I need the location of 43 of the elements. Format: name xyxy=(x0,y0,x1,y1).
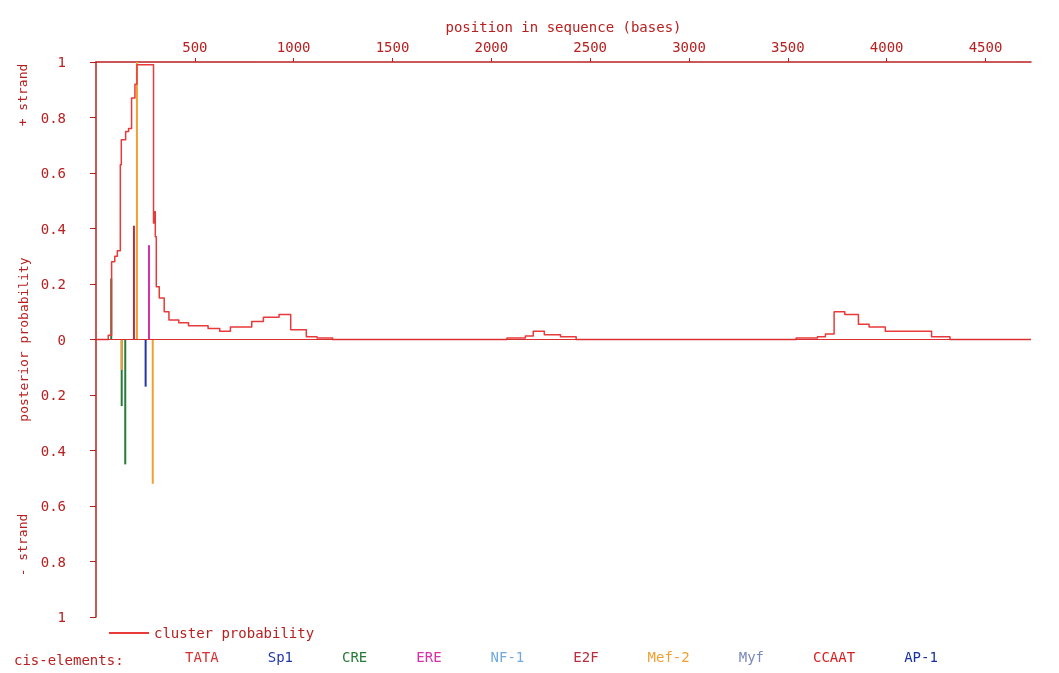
bar xyxy=(144,339,147,387)
bar xyxy=(132,225,135,340)
bar xyxy=(151,339,154,484)
x-axis-title: position in sequence (bases) xyxy=(445,19,682,35)
text: Mef-2 xyxy=(647,649,690,665)
legend-label: Myf xyxy=(738,649,765,665)
y-tick-label: 0.6 xyxy=(40,498,66,514)
x-tick-label: 2000 xyxy=(474,39,509,55)
y-tick-label: 0.6 xyxy=(40,165,66,181)
y-tick-label: 1 xyxy=(57,54,66,70)
y-axis-title: posterior probability xyxy=(15,257,31,422)
y-tick-label: 0.4 xyxy=(40,442,66,459)
legend-label: CCAAT xyxy=(813,649,856,665)
x-tick-label: 1000 xyxy=(276,39,311,55)
bar xyxy=(120,339,123,371)
x-tick-label: 4000 xyxy=(869,39,904,55)
y-tick-label: 0.4 xyxy=(40,220,66,237)
legend-label: cluster probability xyxy=(154,625,315,641)
bar xyxy=(135,62,138,340)
x-tick-label: 1500 xyxy=(375,39,410,55)
x-tick-label: 3500 xyxy=(771,39,805,55)
text: - strand xyxy=(14,513,30,577)
x-tick-label: 3000 xyxy=(672,39,706,55)
bar xyxy=(147,245,150,340)
text: CRE xyxy=(342,649,368,665)
text: E2F xyxy=(573,649,599,665)
legend-label: NF-1 xyxy=(490,649,525,665)
legend-label: TATA xyxy=(185,649,220,665)
text: Sp1 xyxy=(267,649,294,665)
legend-title: cis-elements: xyxy=(14,652,124,668)
legend-label: AP-1 xyxy=(904,649,938,665)
bar xyxy=(124,339,127,465)
text: ERE xyxy=(416,649,442,665)
y-tick-label: 0.2 xyxy=(40,276,66,292)
y-tick-label: 0.8 xyxy=(40,553,66,570)
y-tick-label: 0.8 xyxy=(40,109,66,126)
x-tick-label: 4500 xyxy=(968,39,1003,55)
y-tick-label: 0 xyxy=(57,331,66,348)
x-tick-label: 2500 xyxy=(573,39,608,55)
text: + strand xyxy=(14,63,30,127)
y-tick-label: 0.2 xyxy=(40,387,66,403)
x-tick-label: 500 xyxy=(182,39,208,55)
y-tick-label: 1 xyxy=(57,609,66,625)
